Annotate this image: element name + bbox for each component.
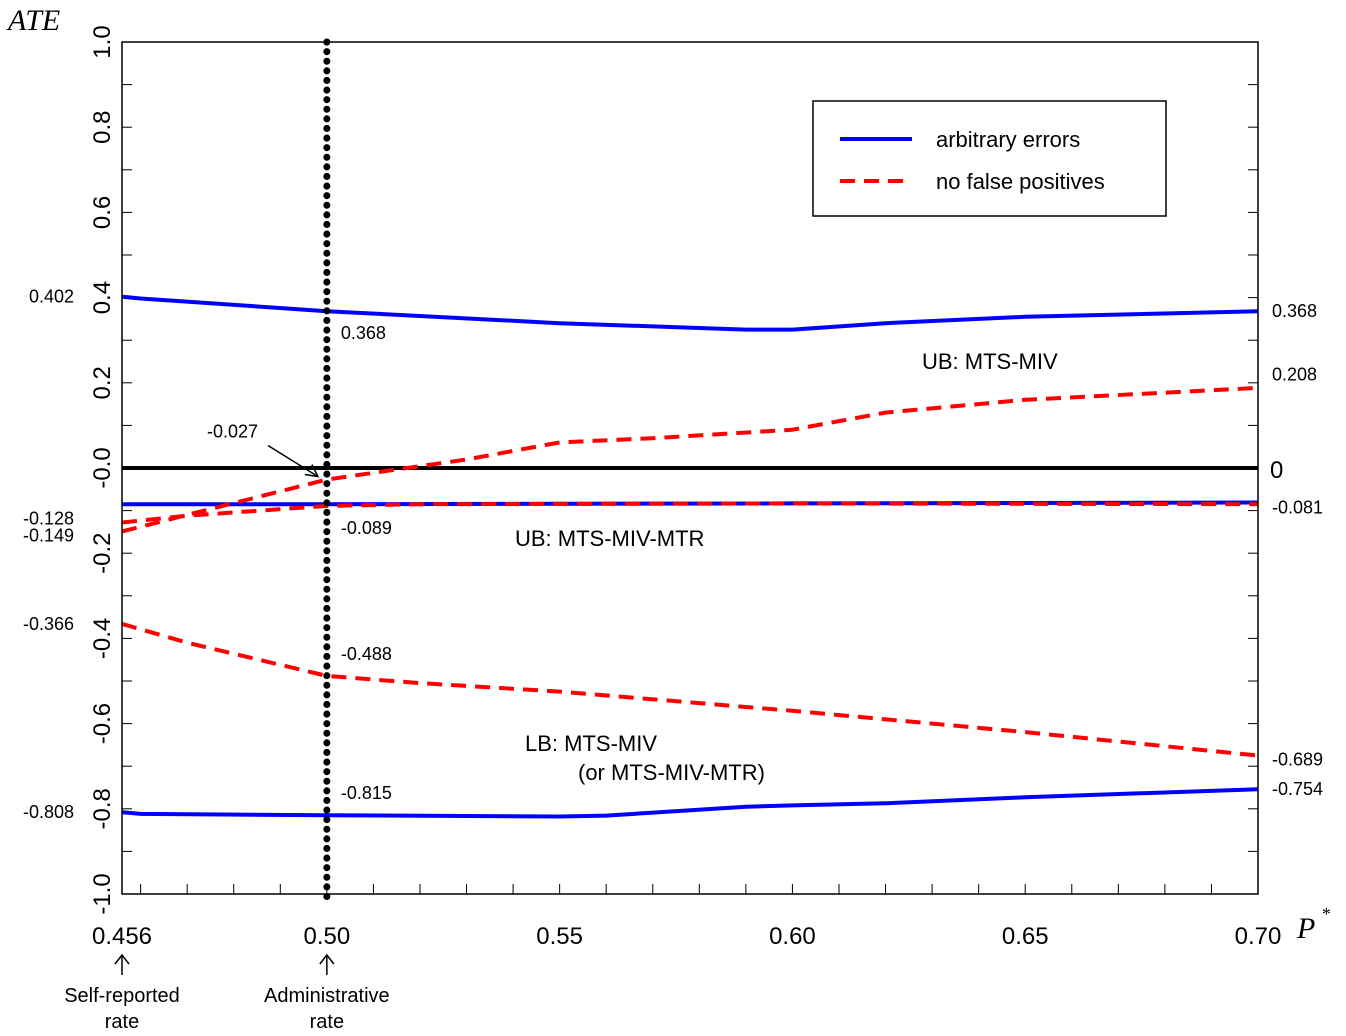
- annotation-arrow-shaft: [267, 444, 319, 478]
- x-axis-title: P: [1296, 912, 1315, 945]
- x-tick-label: 0.55: [536, 923, 583, 950]
- marker-value-label: -0.815: [341, 783, 392, 803]
- region-label: UB: MTS-MIV-MTR: [515, 526, 704, 551]
- series-line: [121, 385, 1259, 534]
- y-tick-label: 0.4: [89, 281, 116, 314]
- right-value-label: -0.754: [1272, 779, 1323, 799]
- legend-entry-label: arbitrary errors: [936, 127, 1080, 152]
- region-label: UB: MTS-MIV: [922, 349, 1058, 374]
- y-tick-label: 0.8: [89, 111, 116, 144]
- y-tick-labels: 1.0 0.8 0.6 0.4 0.2 -0.0 -0.2 -0.4 -0.6 -0.8 -1.0: [89, 25, 116, 914]
- right-value-label: -0.689: [1272, 750, 1323, 770]
- x-tick-label: 0.60: [769, 923, 816, 950]
- annotation-text: Self-reported: [64, 985, 180, 1007]
- series-line: [121, 787, 1259, 819]
- y-axis-title: ATE: [6, 4, 60, 37]
- annotation-up-arrow-head: [319, 953, 335, 965]
- arrow-value-label: -0.027: [207, 422, 258, 442]
- right-value-label: 0.208: [1272, 364, 1317, 384]
- x-tick-label: 0.456: [92, 923, 152, 950]
- marker-value-label: -0.488: [341, 644, 392, 664]
- left-value-label: -0.128: [23, 509, 74, 529]
- x-tick-label: 0.65: [1002, 923, 1049, 950]
- y-tick-label: -0.6: [89, 703, 116, 744]
- annotation-text: rate: [105, 1011, 139, 1033]
- x-axis-title-superscript: *: [1321, 904, 1330, 924]
- annotation-arrow-head: [304, 464, 320, 478]
- x-tick-label: 0.50: [303, 923, 350, 950]
- marker-value-label: 0.368: [341, 323, 386, 343]
- annotation-up-arrow-head: [114, 953, 130, 965]
- annotation-text: Administrative: [264, 985, 390, 1007]
- x-tick-labels: 0.456 0.50 0.55 0.60 0.65 0.70: [92, 923, 1281, 950]
- left-value-label: -0.808: [23, 802, 74, 822]
- region-labels: UB: MTS-MIV UB: MTS-MIV-MTR LB: MTS-MIV (or…: [515, 349, 1058, 785]
- right-value-labels: 0.368 0.208 -0.081 -0.689 -0.754: [1272, 301, 1323, 799]
- series-line: [121, 294, 1259, 332]
- plot-frame: [121, 41, 1259, 895]
- y-tick-label: 1.0: [89, 25, 116, 58]
- y-tick-label: 0.2: [89, 366, 116, 399]
- legend: arbitrary errors no false positives: [812, 100, 1167, 217]
- legend-entry-label: no false positives: [936, 169, 1105, 194]
- legend-box: [812, 100, 1167, 217]
- series-lines: [121, 294, 1259, 819]
- zero-label: 0: [1270, 457, 1283, 484]
- series-line: [121, 501, 1259, 525]
- region-label: (or MTS-MIV-MTR): [578, 760, 765, 785]
- y-tick-label: -0.0: [89, 447, 116, 488]
- y-tick-label: -0.4: [89, 618, 116, 659]
- left-value-labels: 0.402 -0.128-0.149 -0.366 -0.808: [23, 287, 74, 822]
- bottom-annotations: Self-reported rate Administrative rate: [64, 953, 390, 1033]
- region-label: LB: MTS-MIV: [525, 731, 657, 756]
- series-line: [121, 621, 1259, 758]
- y-tick-label: -1.0: [89, 873, 116, 914]
- left-value-label: -0.366: [23, 614, 74, 634]
- x-tick-label: 0.70: [1235, 923, 1282, 950]
- y-tick-label: -0.2: [89, 533, 116, 574]
- y-tick-label: 0.6: [89, 196, 116, 229]
- left-value-label: 0.402: [29, 287, 74, 307]
- y-tick-label: -0.8: [89, 788, 116, 829]
- annotation-text: rate: [310, 1011, 344, 1033]
- marker-value-labels: 0.368 -0.089 -0.488 -0.815 -0.027: [207, 323, 392, 803]
- marker-value-label: -0.089: [341, 518, 392, 538]
- tick-marks: [122, 41, 1259, 895]
- left-value-label: -0.149: [23, 525, 74, 545]
- right-value-label: -0.081: [1272, 498, 1323, 518]
- right-value-label: 0.368: [1272, 301, 1317, 321]
